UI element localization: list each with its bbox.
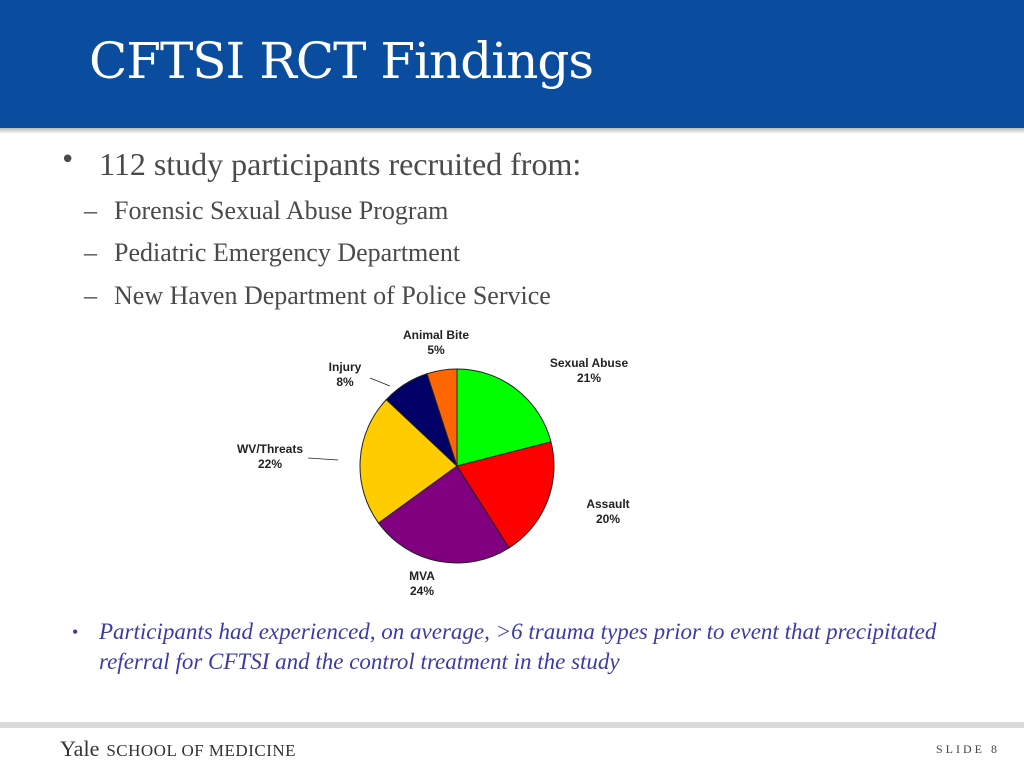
bullet-glyph: • — [60, 145, 76, 175]
title-bar: CFTSI RCT Findings — [0, 0, 1024, 128]
slide-title: CFTSI RCT Findings — [89, 32, 594, 90]
pie-label-percent: 24% — [410, 584, 434, 598]
pie-label-category: Sexual Abuse — [550, 356, 629, 370]
sub-item-text: New Haven Department of Police Service — [114, 281, 551, 310]
slide-number: SLIDE 8 — [936, 742, 1000, 756]
pie-label-percent: 8% — [336, 375, 354, 389]
dash-glyph: – — [84, 281, 97, 310]
pie-label-percent: 21% — [577, 371, 601, 385]
pie-slice-sexual-abuse — [456, 368, 552, 467]
pie-label-percent: 20% — [596, 512, 620, 526]
pie-label-percent: 22% — [258, 457, 282, 471]
leader-line-wv-threats — [307, 457, 339, 461]
pie-label-category: WV/Threats — [237, 442, 303, 456]
yale-school-of-medicine-logo: Yale SCHOOL OF MEDICINE — [60, 736, 296, 762]
sub-item-text: Pediatric Emergency Department — [114, 238, 461, 267]
pie-slice-mva — [377, 465, 510, 564]
pie-label-category: Animal Bite — [403, 328, 469, 342]
main-bullet-text: 112 study participants recruited from: — [99, 146, 582, 182]
note-text: Participants had experienced, on average… — [99, 619, 937, 674]
pie-label-category: Assault — [586, 497, 629, 511]
logo-yale: Yale — [60, 736, 100, 761]
leader-line-injury — [369, 377, 391, 387]
title-shadow — [0, 128, 1024, 134]
footer-divider — [0, 722, 1024, 728]
dash-glyph: – — [84, 238, 97, 267]
bullet-glyph: • — [72, 622, 79, 642]
sub-item-text: Forensic Sexual Abuse Program — [114, 196, 449, 225]
pie-label-percent: 5% — [427, 343, 445, 357]
dash-glyph: – — [84, 196, 97, 225]
pie-label-category: Injury — [329, 360, 362, 374]
pie-slice-assault — [456, 441, 555, 549]
pie-label-category: MVA — [409, 569, 435, 583]
pie-slice-wv-threats — [359, 398, 458, 524]
pie-slice-animal-bite — [426, 368, 458, 467]
logo-school: SCHOOL OF MEDICINE — [106, 741, 297, 760]
